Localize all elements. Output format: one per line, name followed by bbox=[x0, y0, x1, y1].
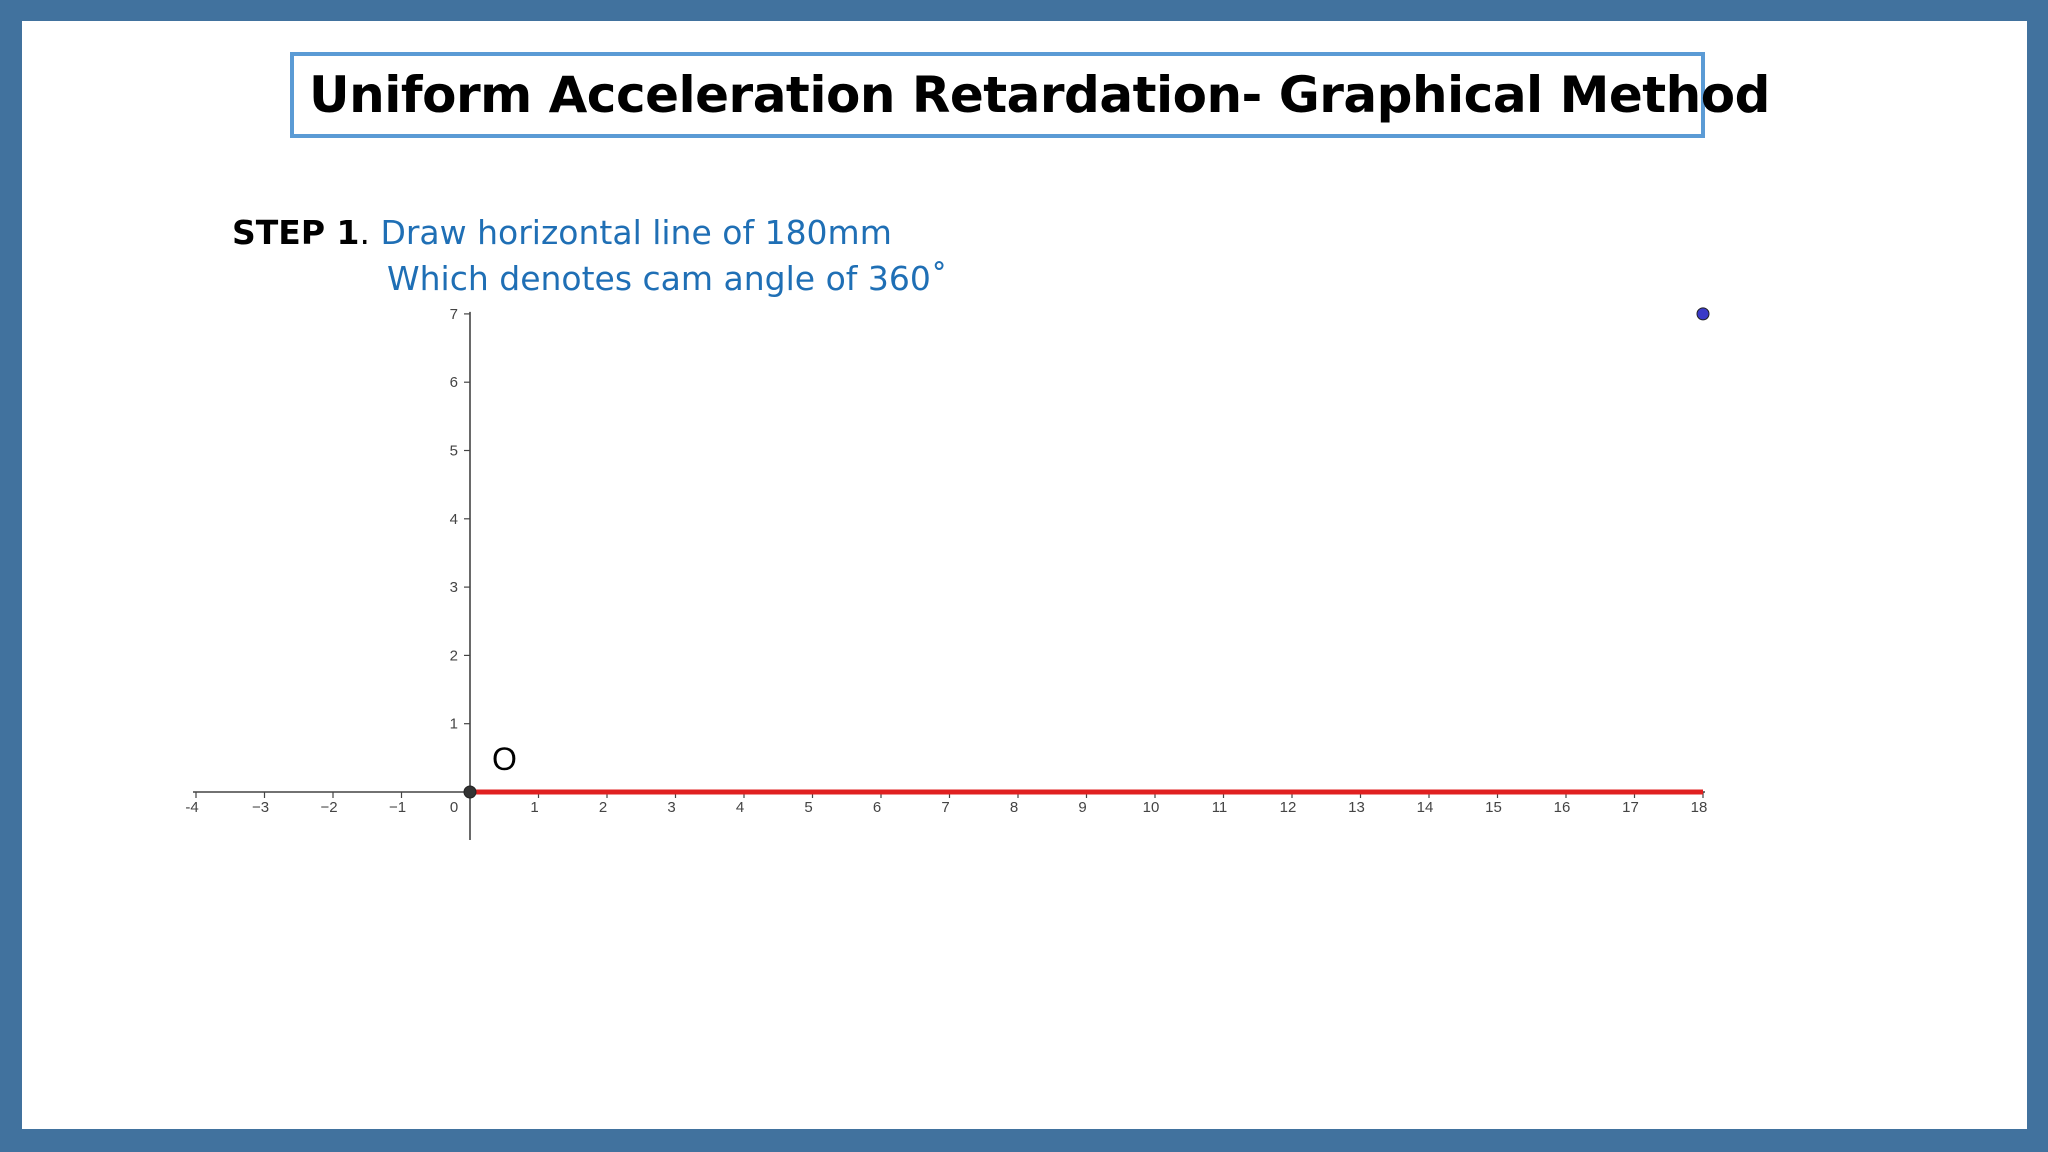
x-tick-label: 15 bbox=[1485, 799, 1502, 816]
step-line1: Draw horizontal line of 180mm bbox=[369, 213, 892, 252]
x-tick-label: 10 bbox=[1143, 799, 1160, 816]
y-tick-label: 3 bbox=[450, 579, 458, 596]
step-line2: Which denotes cam angle of 360˚ bbox=[387, 259, 948, 298]
y-tick-label: 2 bbox=[450, 647, 458, 664]
origin-point bbox=[463, 785, 477, 799]
x-tick-label: 9 bbox=[1078, 799, 1086, 816]
step-separator: . bbox=[359, 213, 370, 252]
x-tick-label: 14 bbox=[1417, 799, 1434, 816]
y-tick-label: 7 bbox=[450, 306, 458, 323]
x-tick-label: 13 bbox=[1348, 799, 1365, 816]
x-tick-label: 11 bbox=[1212, 799, 1228, 816]
x-tick-label: −3 bbox=[252, 799, 269, 816]
x-tick-label: -4 bbox=[185, 799, 198, 816]
end-point bbox=[1696, 307, 1710, 321]
slide: Uniform Acceleration Retardation- Graphi… bbox=[22, 21, 2027, 1129]
x-tick-label: −1 bbox=[389, 799, 406, 816]
y-tick-label: 5 bbox=[450, 443, 458, 460]
x-tick-label: −2 bbox=[320, 799, 337, 816]
x-tick-label: 4 bbox=[736, 799, 744, 816]
x-tick-label: 5 bbox=[804, 799, 812, 816]
step-label: STEP 1 bbox=[232, 213, 360, 252]
y-tick-label: 4 bbox=[450, 511, 458, 528]
x-tick-label: 0 bbox=[450, 799, 458, 816]
x-tick-label: 12 bbox=[1280, 799, 1297, 816]
x-tick-label: 18 bbox=[1691, 799, 1708, 816]
y-tick-label: 1 bbox=[450, 716, 458, 733]
step-instruction: STEP 1. Draw horizontal line of 180mm bbox=[232, 213, 892, 252]
x-tick-label: 2 bbox=[599, 799, 607, 816]
x-tick-label: 17 bbox=[1622, 799, 1639, 816]
x-tick-label: 6 bbox=[873, 799, 881, 816]
x-tick-label: 7 bbox=[941, 799, 949, 816]
x-tick-label: 16 bbox=[1554, 799, 1571, 816]
origin-label: O bbox=[492, 741, 517, 777]
slide-title: Uniform Acceleration Retardation- Graphi… bbox=[309, 66, 1770, 124]
title-box: Uniform Acceleration Retardation- Graphi… bbox=[290, 52, 1770, 138]
x-tick-label: 8 bbox=[1010, 799, 1018, 816]
x-tick-label: 1 bbox=[530, 799, 538, 816]
x-tick-label: 3 bbox=[667, 799, 675, 816]
y-tick-label: 6 bbox=[450, 374, 458, 391]
